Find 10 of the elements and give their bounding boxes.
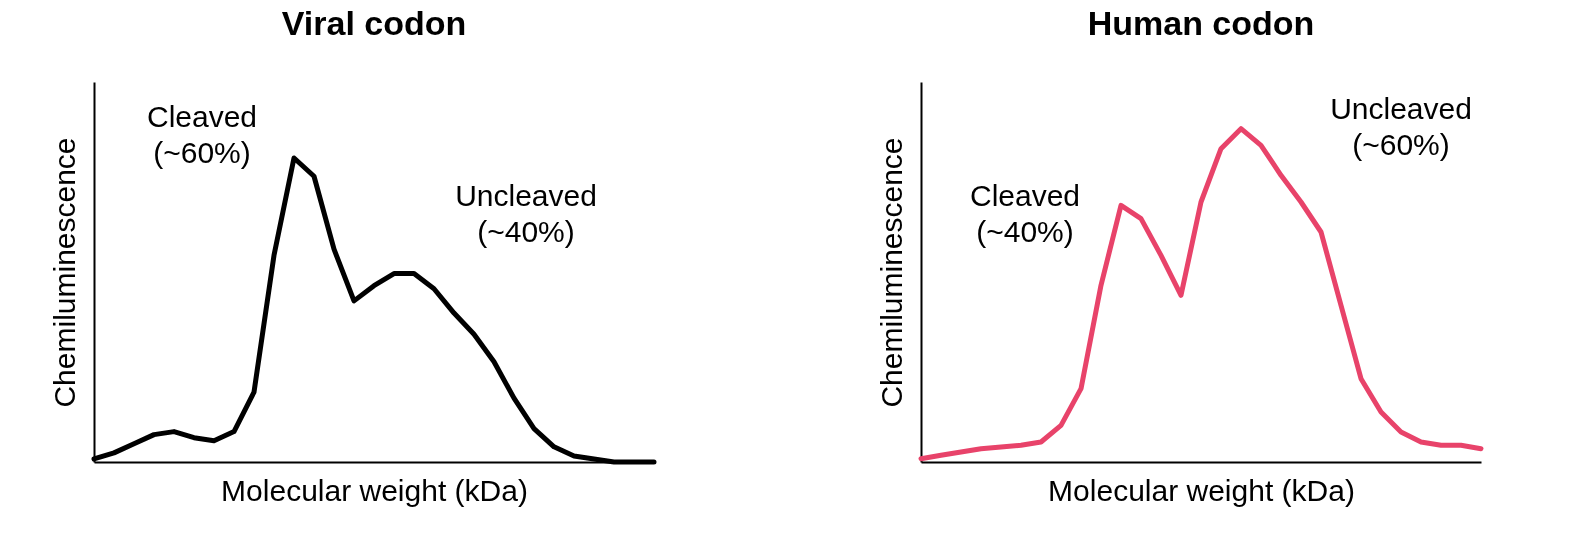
y-axis-title: Chemiluminescence	[874, 137, 908, 408]
annotation: Uncleaved (~60%)	[1330, 92, 1472, 162]
y-axis-title: Chemiluminescence	[47, 137, 81, 408]
x-axis-title: Molecular weight (kDa)	[221, 473, 528, 507]
chart-title: Human codon	[1087, 4, 1315, 42]
annotation: Uncleaved (~40%)	[455, 179, 597, 249]
annotation: Cleaved (~60%)	[146, 100, 258, 170]
annotation: Cleaved (~40%)	[969, 179, 1081, 248]
chart-title: Viral codon	[281, 4, 467, 42]
x-axis-title: Molecular weight (kDa)	[1048, 473, 1355, 507]
